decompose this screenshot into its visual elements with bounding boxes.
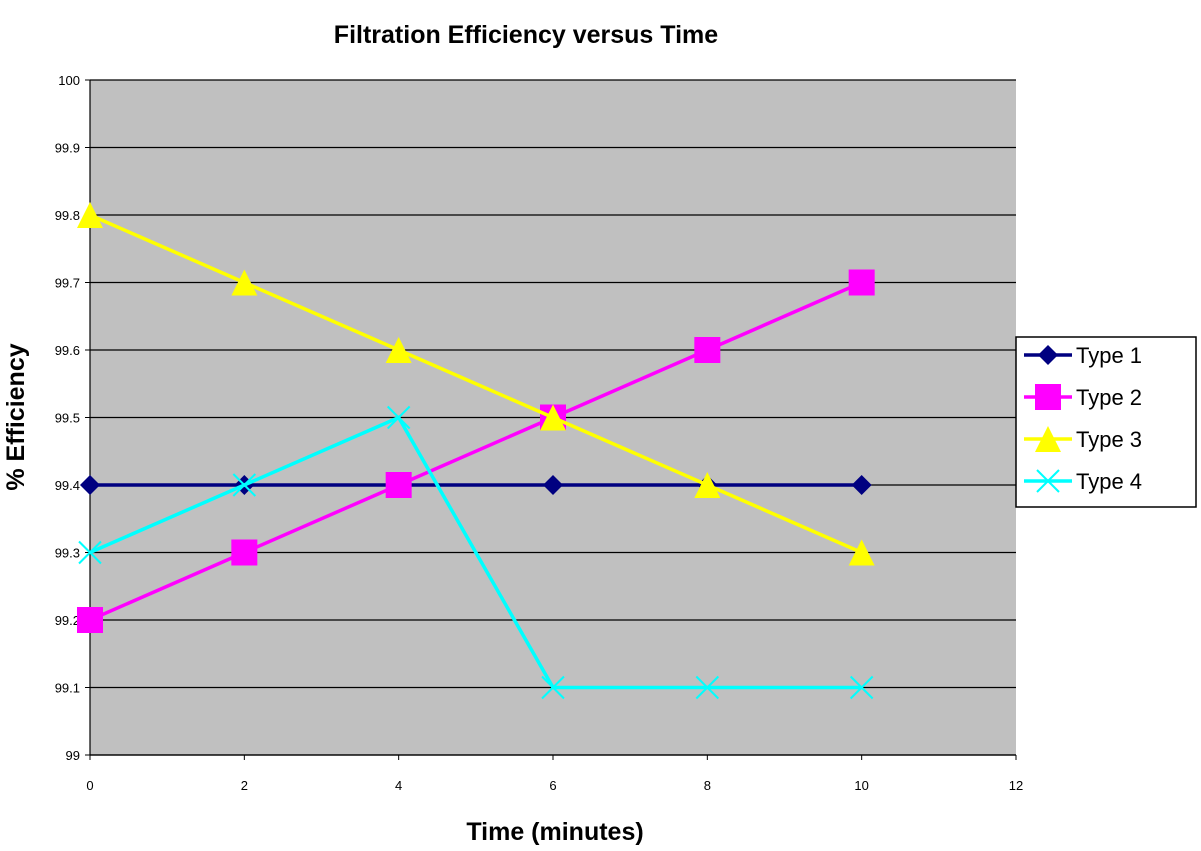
series-3 xyxy=(77,202,875,566)
x-marker xyxy=(849,675,874,700)
y-tick-label: 99.4 xyxy=(55,478,80,493)
diamond-marker xyxy=(80,475,100,495)
y-tick-label: 99.9 xyxy=(55,141,80,156)
x-marker xyxy=(1036,469,1060,493)
legend-item: Type 4 xyxy=(1024,469,1142,494)
x-tick-label: 10 xyxy=(854,778,868,793)
series-layer xyxy=(77,202,875,700)
x-tick-label: 6 xyxy=(549,778,556,793)
square-marker xyxy=(694,337,721,363)
legend-label: Type 4 xyxy=(1076,469,1142,494)
y-tick-label: 99.6 xyxy=(55,343,80,358)
diamond-marker xyxy=(543,475,563,495)
triangle-marker xyxy=(848,539,875,566)
y-axis-label: % Efficiency xyxy=(2,343,30,490)
x-marker-stroke xyxy=(695,675,720,700)
x-marker-stroke xyxy=(232,473,257,497)
diamond-marker xyxy=(1038,345,1058,365)
triangle-marker xyxy=(540,404,566,431)
triangle-marker xyxy=(694,472,721,498)
y-tick-label: 99 xyxy=(66,748,80,763)
y-tick-label: 99.3 xyxy=(55,546,80,561)
series-line xyxy=(89,213,863,555)
x-marker-stroke xyxy=(541,675,565,700)
series-4 xyxy=(78,405,874,700)
x-tick-label: 2 xyxy=(241,778,248,793)
x-marker xyxy=(541,675,565,700)
diamond-marker xyxy=(851,475,872,495)
y-tick-label: 99.2 xyxy=(55,613,80,628)
y-axis-tick-labels: 99 99.1 99.2 99.3 99.4 99.5 99.6 99.7 99.8 99.9 10… xyxy=(55,73,80,763)
x-axis-label: Time (minutes) xyxy=(466,818,643,846)
x-marker-stroke xyxy=(1036,469,1060,493)
legend-label: Type 3 xyxy=(1076,427,1142,452)
x-marker xyxy=(232,473,257,497)
x-marker-stroke xyxy=(78,540,102,565)
x-marker xyxy=(695,675,720,700)
legend-item: Type 3 xyxy=(1024,426,1142,452)
legend-item: Type 2 xyxy=(1024,384,1142,410)
legend-item: Type 1 xyxy=(1024,343,1142,368)
chart-title: Filtration Efficiency versus Time xyxy=(334,21,718,49)
legend-label: Type 1 xyxy=(1076,343,1142,368)
square-marker xyxy=(231,539,258,566)
x-marker-stroke xyxy=(849,675,874,700)
x-tick-label: 12 xyxy=(1009,778,1023,793)
x-marker xyxy=(78,540,102,565)
square-marker xyxy=(1035,384,1061,410)
legend: Type 1 Type 2 Type 3 Type 4 xyxy=(1015,336,1197,508)
triangle-marker xyxy=(1035,426,1061,452)
y-tick-label: 99.7 xyxy=(55,276,80,291)
x-axis-tick-labels: 0 2 4 6 8 10 12 xyxy=(86,778,1023,793)
triangle-marker xyxy=(77,202,103,228)
x-tick-label: 0 xyxy=(86,778,93,793)
y-tick-label: 100 xyxy=(58,73,80,88)
x-marker-stroke xyxy=(386,405,411,430)
square-marker xyxy=(848,269,875,296)
series-line xyxy=(89,280,863,622)
x-tick-label: 4 xyxy=(395,778,402,793)
series-line xyxy=(89,415,862,690)
y-tick-label: 99.8 xyxy=(55,208,80,223)
x-marker xyxy=(386,405,411,430)
triangle-marker xyxy=(385,337,412,363)
square-marker xyxy=(77,607,103,633)
x-tick-label: 8 xyxy=(704,778,711,793)
y-tick-label: 99.5 xyxy=(55,411,80,426)
y-tick-label: 99.1 xyxy=(55,681,80,696)
legend-label: Type 2 xyxy=(1076,385,1142,410)
triangle-marker xyxy=(231,269,258,296)
square-marker xyxy=(385,472,412,498)
